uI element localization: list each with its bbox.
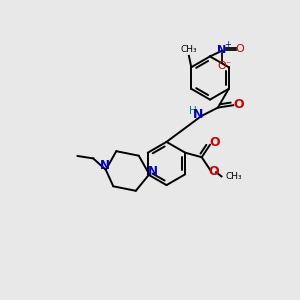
Text: H: H bbox=[189, 106, 197, 116]
Text: O: O bbox=[235, 44, 244, 54]
Text: N: N bbox=[148, 165, 158, 178]
Text: O: O bbox=[209, 136, 220, 149]
Text: ⁻: ⁻ bbox=[225, 60, 231, 70]
Text: N: N bbox=[193, 108, 204, 121]
Text: CH₃: CH₃ bbox=[226, 172, 242, 181]
Text: O: O bbox=[208, 165, 219, 178]
Text: N: N bbox=[218, 45, 226, 55]
Text: N: N bbox=[100, 159, 110, 172]
Text: O: O bbox=[218, 61, 226, 71]
Text: +: + bbox=[225, 40, 231, 49]
Text: O: O bbox=[234, 98, 244, 111]
Text: CH₃: CH₃ bbox=[181, 45, 197, 54]
